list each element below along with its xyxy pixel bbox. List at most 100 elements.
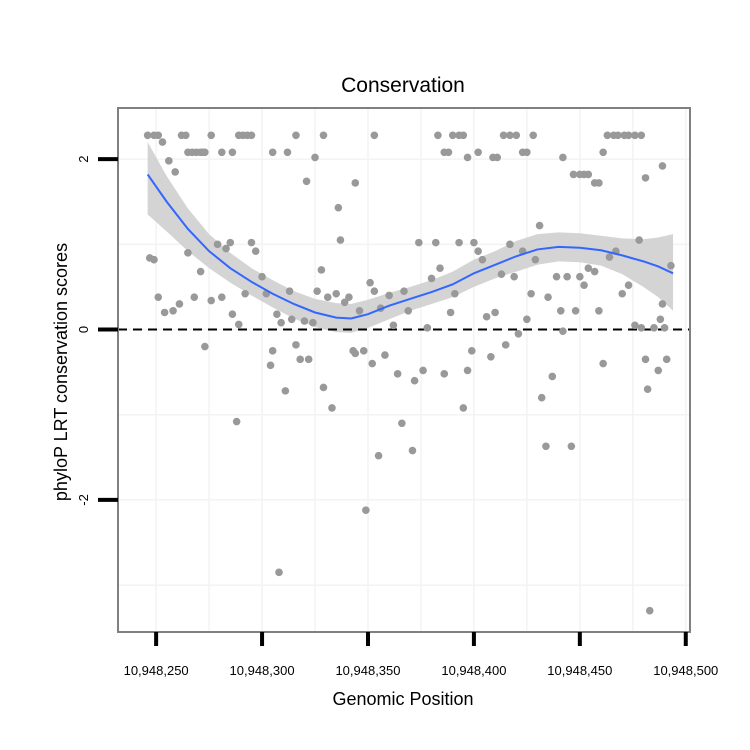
data-point — [317, 266, 326, 274]
data-point — [624, 131, 633, 140]
data-point — [404, 306, 413, 315]
data-point — [313, 287, 321, 295]
data-point — [643, 385, 652, 393]
data-point — [631, 131, 639, 140]
data-point — [184, 249, 192, 257]
data-point — [559, 327, 567, 336]
data-point — [232, 417, 241, 426]
data-point — [637, 324, 646, 332]
data-point — [207, 131, 216, 140]
data-point — [268, 148, 277, 157]
x-tick-label: 10,948,400 — [441, 663, 506, 678]
data-point — [474, 148, 482, 157]
data-point — [213, 240, 222, 249]
data-point — [285, 287, 294, 295]
data-point — [309, 318, 317, 327]
data-point — [332, 289, 341, 298]
y-tick-label: 2 — [76, 156, 91, 163]
data-point — [275, 568, 283, 577]
data-point — [228, 148, 237, 157]
data-point — [527, 289, 535, 298]
data-point — [410, 376, 419, 385]
data-point — [662, 355, 671, 364]
x-tick-label: 10,948,500 — [653, 663, 718, 678]
data-point — [311, 153, 319, 162]
data-point — [552, 272, 561, 281]
data-point — [201, 342, 209, 351]
data-point — [273, 310, 281, 318]
data-point — [650, 324, 658, 332]
data-point — [506, 131, 514, 140]
data-point — [150, 255, 158, 264]
y-tick-label: -2 — [76, 494, 91, 506]
data-point — [658, 162, 667, 170]
data-point — [641, 355, 650, 364]
data-point — [599, 148, 607, 157]
data-point — [319, 131, 328, 140]
data-point — [319, 383, 328, 392]
data-point — [258, 272, 266, 281]
data-point — [590, 267, 599, 276]
data-point — [529, 131, 538, 140]
data-point — [175, 300, 184, 308]
data-point — [584, 170, 593, 179]
data-point — [654, 366, 663, 375]
data-point — [389, 321, 398, 330]
data-point — [370, 287, 379, 295]
data-point — [641, 174, 650, 182]
data-point — [351, 349, 360, 358]
data-point — [478, 255, 487, 264]
data-point — [281, 387, 290, 395]
data-point — [614, 131, 622, 140]
x-tick-label: 10,948,350 — [335, 663, 400, 678]
data-point — [501, 341, 510, 349]
data-point — [470, 238, 478, 247]
panel-border — [117, 107, 691, 633]
data-point — [595, 306, 603, 315]
data-point — [544, 293, 552, 301]
data-point — [576, 272, 584, 281]
data-point — [351, 179, 360, 187]
gridlines — [118, 108, 690, 632]
data-point — [446, 308, 455, 317]
data-point — [336, 236, 345, 244]
data-point — [385, 291, 393, 300]
data-point — [482, 312, 491, 321]
data-point — [181, 131, 190, 140]
y-tick-label: 0 — [76, 326, 91, 333]
data-point — [268, 347, 277, 355]
data-point — [431, 238, 440, 247]
data-point — [323, 293, 332, 301]
plot-panel — [117, 107, 691, 633]
data-point — [304, 355, 313, 364]
data-point — [226, 238, 235, 247]
data-point — [599, 359, 607, 368]
data-point — [497, 270, 506, 278]
data-point — [292, 341, 300, 349]
x-tick-label: 10,948,300 — [230, 663, 295, 678]
data-point — [531, 255, 540, 264]
data-point — [355, 306, 364, 315]
data-point — [637, 131, 646, 140]
data-point — [523, 148, 531, 157]
data-point — [645, 606, 654, 615]
data-point — [436, 264, 444, 272]
data-point — [656, 315, 665, 324]
x-axis: 10,948,250 10,948,300 10,948,350 10,948,400… — [124, 632, 718, 678]
x-tick-label: 10,948,250 — [124, 663, 189, 678]
data-point — [506, 240, 514, 249]
data-point — [571, 306, 580, 315]
smooth-fit-line — [146, 173, 674, 320]
data-point — [154, 131, 163, 140]
data-point — [595, 179, 603, 187]
data-point — [467, 347, 476, 355]
data-point — [359, 347, 368, 355]
data-point — [631, 321, 639, 330]
data-point — [463, 153, 472, 162]
data-point — [381, 351, 389, 359]
data-point — [563, 272, 571, 281]
data-point — [287, 315, 296, 324]
data-point — [266, 361, 275, 370]
data-point — [559, 153, 567, 162]
data-point — [542, 442, 550, 451]
